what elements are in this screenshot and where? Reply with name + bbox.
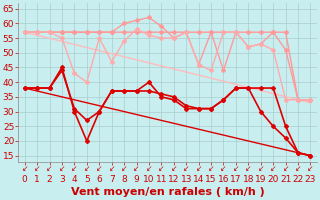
Text: ↙: ↙ (158, 164, 164, 173)
Text: ↙: ↙ (208, 164, 214, 173)
X-axis label: Vent moyen/en rafales ( km/h ): Vent moyen/en rafales ( km/h ) (71, 187, 264, 197)
Text: ↙: ↙ (171, 164, 177, 173)
Text: ↙: ↙ (283, 164, 289, 173)
Text: ↙: ↙ (84, 164, 90, 173)
Text: ↙: ↙ (307, 164, 314, 173)
Text: ↙: ↙ (133, 164, 140, 173)
Text: ↙: ↙ (71, 164, 77, 173)
Text: ↙: ↙ (258, 164, 264, 173)
Text: ↙: ↙ (245, 164, 252, 173)
Text: ↙: ↙ (59, 164, 65, 173)
Text: ↙: ↙ (270, 164, 276, 173)
Text: ↙: ↙ (183, 164, 189, 173)
Text: ↙: ↙ (295, 164, 301, 173)
Text: ↙: ↙ (108, 164, 115, 173)
Text: ↙: ↙ (34, 164, 40, 173)
Text: ↙: ↙ (96, 164, 102, 173)
Text: ↙: ↙ (220, 164, 227, 173)
Text: ↙: ↙ (233, 164, 239, 173)
Text: ↙: ↙ (46, 164, 53, 173)
Text: ↙: ↙ (121, 164, 127, 173)
Text: ↙: ↙ (196, 164, 202, 173)
Text: ↙: ↙ (146, 164, 152, 173)
Text: ↙: ↙ (21, 164, 28, 173)
